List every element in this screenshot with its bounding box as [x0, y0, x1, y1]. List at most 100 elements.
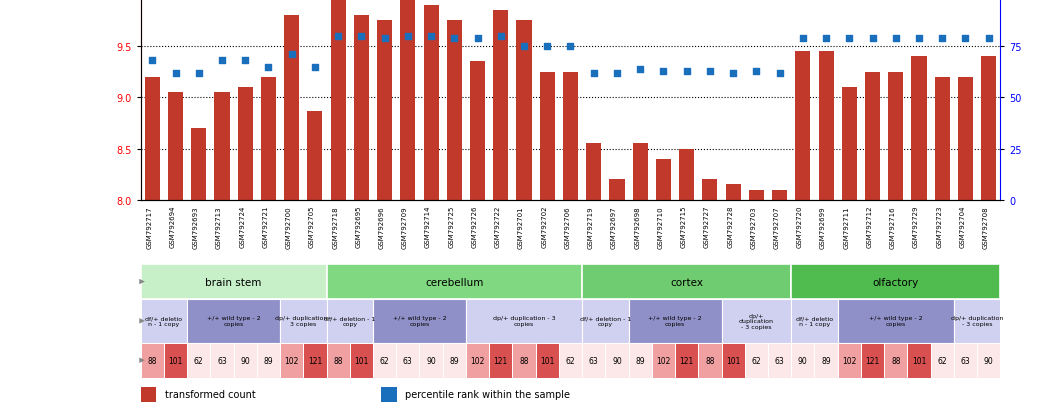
Point — [586, 70, 602, 77]
Bar — [489, 343, 513, 378]
Bar — [350, 343, 373, 378]
Bar — [141, 343, 164, 378]
Text: dp/+ duplication - 3
copies: dp/+ duplication - 3 copies — [493, 316, 555, 327]
Point — [841, 36, 858, 42]
Point — [399, 33, 416, 40]
Point — [678, 68, 695, 75]
Bar — [982, 57, 996, 200]
Text: +/+ wild type - 2
copies: +/+ wild type - 2 copies — [206, 316, 260, 327]
Bar — [885, 343, 908, 378]
Bar — [559, 343, 582, 378]
Point — [191, 70, 207, 77]
Bar — [908, 343, 931, 378]
Bar — [443, 343, 466, 378]
Text: 89: 89 — [449, 356, 460, 365]
Bar — [563, 73, 578, 200]
Bar — [330, 0, 346, 200]
Bar — [655, 159, 671, 200]
Text: GSM792725: GSM792725 — [448, 205, 454, 248]
Bar — [256, 343, 280, 378]
Text: GSM792726: GSM792726 — [472, 205, 477, 248]
Text: GSM792716: GSM792716 — [890, 205, 896, 248]
Text: 88: 88 — [519, 356, 528, 365]
Point — [655, 68, 672, 75]
Text: df/+ deletion - 1
copy: df/+ deletion - 1 copy — [579, 316, 631, 327]
Text: GSM792698: GSM792698 — [635, 205, 640, 248]
Bar — [145, 78, 159, 200]
Bar — [373, 299, 466, 343]
Bar — [377, 21, 392, 200]
Text: 102: 102 — [470, 356, 485, 365]
Point — [725, 70, 742, 77]
Point — [516, 44, 532, 50]
Text: GSM792706: GSM792706 — [565, 205, 571, 248]
Text: 62: 62 — [938, 356, 947, 365]
Text: cortex: cortex — [670, 277, 703, 287]
Point — [794, 36, 811, 42]
Text: 88: 88 — [333, 356, 343, 365]
Bar — [652, 343, 675, 378]
Bar — [260, 78, 276, 200]
Bar — [632, 144, 648, 200]
Text: 102: 102 — [656, 356, 671, 365]
Point — [771, 70, 788, 77]
Bar — [977, 343, 1000, 378]
Text: df/+ deletio
n - 1 copy: df/+ deletio n - 1 copy — [796, 316, 833, 327]
Bar — [679, 149, 694, 200]
Bar — [326, 343, 350, 378]
Text: 90: 90 — [612, 356, 622, 365]
Bar — [466, 343, 489, 378]
Point — [493, 33, 510, 40]
Text: 102: 102 — [842, 356, 857, 365]
Text: 63: 63 — [403, 356, 413, 365]
Text: 121: 121 — [307, 356, 322, 365]
Bar — [815, 343, 838, 378]
Text: GSM792712: GSM792712 — [867, 205, 872, 248]
Text: GSM792723: GSM792723 — [936, 205, 942, 248]
Bar — [536, 343, 559, 378]
Point — [911, 36, 927, 42]
Text: GSM792701: GSM792701 — [518, 205, 524, 248]
Text: GSM792729: GSM792729 — [913, 205, 919, 248]
Text: GSM792711: GSM792711 — [843, 205, 849, 248]
Bar — [935, 78, 950, 200]
Point — [701, 68, 718, 75]
Bar — [396, 343, 420, 378]
Bar — [861, 343, 885, 378]
Text: GSM792719: GSM792719 — [588, 205, 594, 248]
Text: dp/+ duplication
- 3 copies: dp/+ duplication - 3 copies — [951, 316, 1003, 327]
Bar — [745, 343, 768, 378]
Bar — [420, 343, 443, 378]
Text: GSM792705: GSM792705 — [308, 205, 315, 248]
Text: +/+ wild type - 2
copies: +/+ wild type - 2 copies — [393, 316, 446, 327]
Bar — [326, 264, 582, 299]
Bar — [423, 6, 439, 200]
Bar — [931, 343, 953, 378]
Bar — [191, 129, 206, 200]
Bar — [280, 343, 303, 378]
Bar — [303, 343, 326, 378]
Bar — [381, 387, 397, 403]
Point — [609, 70, 625, 77]
Point — [563, 44, 579, 50]
Bar — [725, 185, 741, 200]
Text: GSM792697: GSM792697 — [611, 205, 617, 248]
Text: GSM792722: GSM792722 — [495, 205, 501, 248]
Bar — [791, 299, 838, 343]
Text: 90: 90 — [984, 356, 994, 365]
Text: df/+ deletion - 1
copy: df/+ deletion - 1 copy — [324, 316, 375, 327]
Bar — [513, 343, 536, 378]
Text: 62: 62 — [194, 356, 203, 365]
Bar — [517, 21, 531, 200]
Text: 89: 89 — [636, 356, 645, 365]
Bar — [284, 16, 299, 200]
Point — [260, 64, 277, 71]
Text: GSM792693: GSM792693 — [193, 205, 199, 248]
Point — [353, 33, 370, 40]
Bar — [791, 264, 1000, 299]
Bar — [838, 343, 861, 378]
Text: 62: 62 — [566, 356, 575, 365]
Text: dp/+ duplication -
3 copies: dp/+ duplication - 3 copies — [275, 316, 331, 327]
Text: 62: 62 — [380, 356, 390, 365]
Point — [934, 36, 950, 42]
